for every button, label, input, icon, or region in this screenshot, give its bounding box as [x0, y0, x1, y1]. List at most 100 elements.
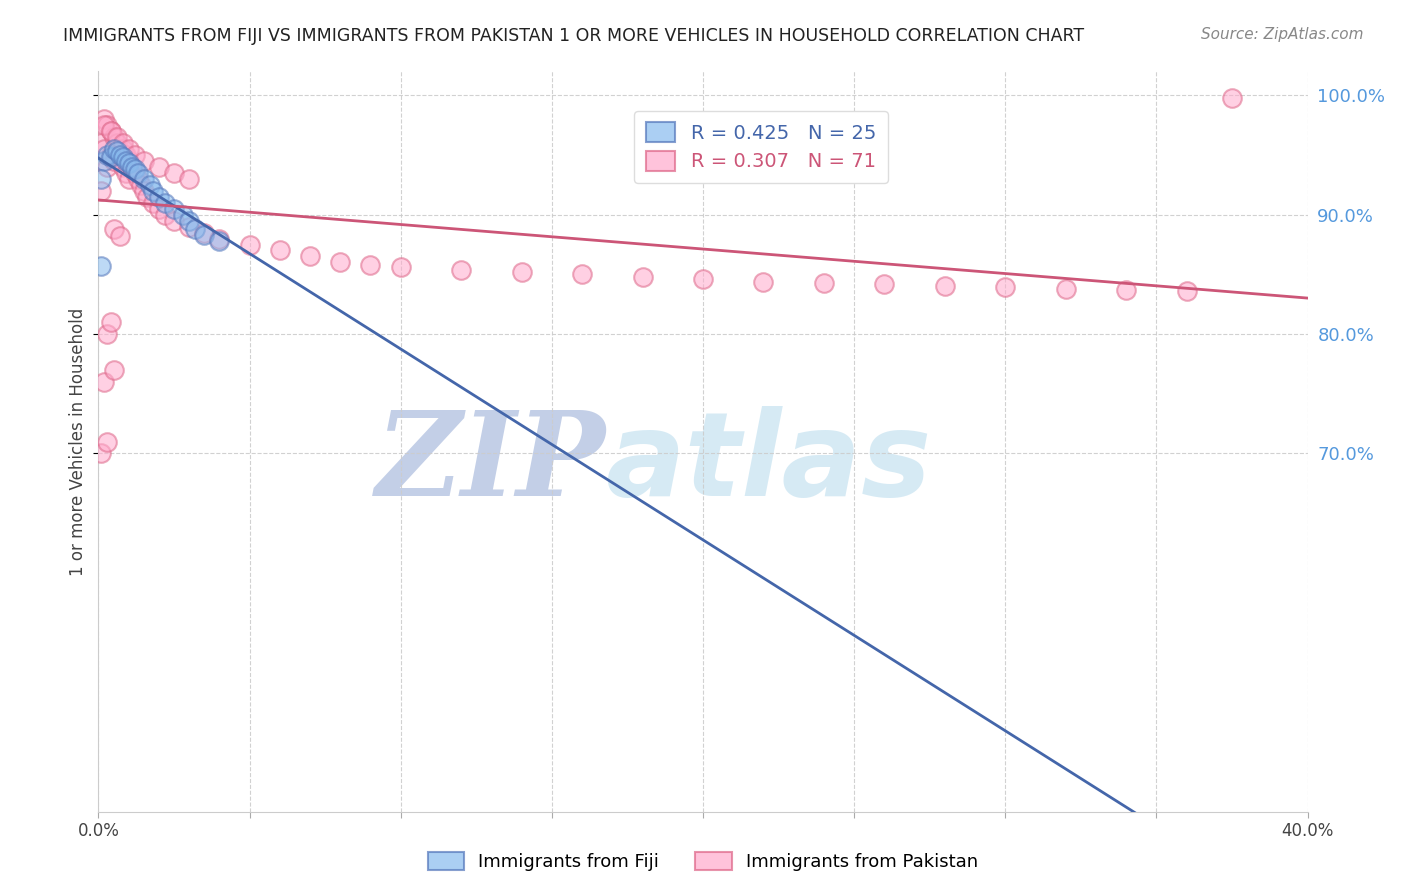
Point [105, 142, 128, 156]
Point [208, 234, 231, 248]
Point [148, 190, 170, 204]
Point [124, 162, 146, 177]
Point [105, 145, 128, 159]
Point [208, 231, 231, 245]
Point [329, 255, 352, 269]
Point [108, 148, 131, 162]
Point [111, 150, 134, 164]
Point [193, 227, 215, 242]
Point [93, 375, 115, 389]
Point [132, 184, 155, 198]
Text: IMMIGRANTS FROM FIJI VS IMMIGRANTS FROM PAKISTAN 1 OR MORE VEHICLES IN HOUSEHOLD: IMMIGRANTS FROM FIJI VS IMMIGRANTS FROM … [63, 27, 1084, 45]
Point [179, 213, 201, 227]
Point [873, 277, 896, 291]
Point [100, 124, 122, 138]
Text: atlas: atlas [606, 406, 932, 521]
Point [93, 112, 115, 127]
Point [114, 166, 136, 180]
Point [103, 142, 125, 156]
Point [93, 142, 115, 156]
Point [360, 258, 382, 272]
Point [132, 171, 155, 186]
Point [389, 260, 412, 275]
Point [450, 262, 472, 277]
Point [103, 153, 125, 168]
Point [96, 160, 118, 174]
Point [118, 153, 141, 168]
Point [114, 148, 136, 162]
Text: ZIP: ZIP [377, 406, 606, 521]
Point [90, 259, 112, 273]
Point [163, 213, 186, 227]
Point [631, 269, 654, 284]
Point [118, 142, 141, 156]
Point [752, 275, 775, 289]
Point [132, 153, 155, 168]
Point [114, 153, 136, 168]
Point [103, 222, 125, 236]
Legend: R = 0.425   N = 25, R = 0.307   N = 71: R = 0.425 N = 25, R = 0.307 N = 71 [634, 111, 887, 183]
Point [193, 226, 215, 240]
Point [1054, 282, 1077, 296]
Point [692, 272, 714, 286]
Point [148, 202, 170, 216]
Point [90, 446, 112, 460]
Point [96, 148, 118, 162]
Point [108, 229, 131, 244]
Point [153, 195, 176, 210]
Text: Source: ZipAtlas.com: Source: ZipAtlas.com [1201, 27, 1364, 42]
Point [90, 171, 112, 186]
Point [100, 148, 122, 162]
Point [179, 171, 201, 186]
Point [1115, 283, 1137, 297]
Point [148, 160, 170, 174]
Point [90, 136, 112, 150]
Point [994, 280, 1017, 294]
Point [269, 244, 291, 258]
Point [96, 434, 118, 449]
Y-axis label: 1 or more Vehicles in Household: 1 or more Vehicles in Household [69, 308, 87, 575]
Point [105, 130, 128, 145]
Point [1220, 90, 1243, 104]
Point [571, 268, 593, 282]
Point [153, 208, 176, 222]
Point [90, 184, 112, 198]
Legend: Immigrants from Fiji, Immigrants from Pakistan: Immigrants from Fiji, Immigrants from Pa… [420, 845, 986, 879]
Point [127, 171, 149, 186]
Point [179, 219, 201, 234]
Point [111, 160, 134, 174]
Point [111, 136, 134, 150]
Point [129, 178, 152, 192]
Point [100, 315, 122, 329]
Point [510, 265, 533, 279]
Point [100, 150, 122, 164]
Point [100, 124, 122, 138]
Point [93, 153, 115, 168]
Point [142, 184, 165, 198]
Point [142, 195, 165, 210]
Point [172, 208, 194, 222]
Point [1175, 284, 1198, 298]
Point [239, 237, 262, 252]
Point [163, 166, 186, 180]
Point [127, 166, 149, 180]
Point [121, 160, 143, 174]
Point [118, 156, 141, 170]
Point [124, 148, 146, 162]
Point [299, 250, 322, 264]
Point [96, 118, 118, 132]
Point [103, 130, 125, 145]
Point [124, 166, 146, 180]
Point [118, 171, 141, 186]
Point [934, 279, 956, 293]
Point [163, 202, 186, 216]
Point [111, 142, 134, 156]
Point [121, 160, 143, 174]
Point [103, 363, 125, 377]
Point [108, 153, 131, 168]
Point [135, 190, 157, 204]
Point [105, 136, 128, 150]
Point [93, 118, 115, 132]
Point [96, 327, 118, 342]
Point [813, 276, 835, 290]
